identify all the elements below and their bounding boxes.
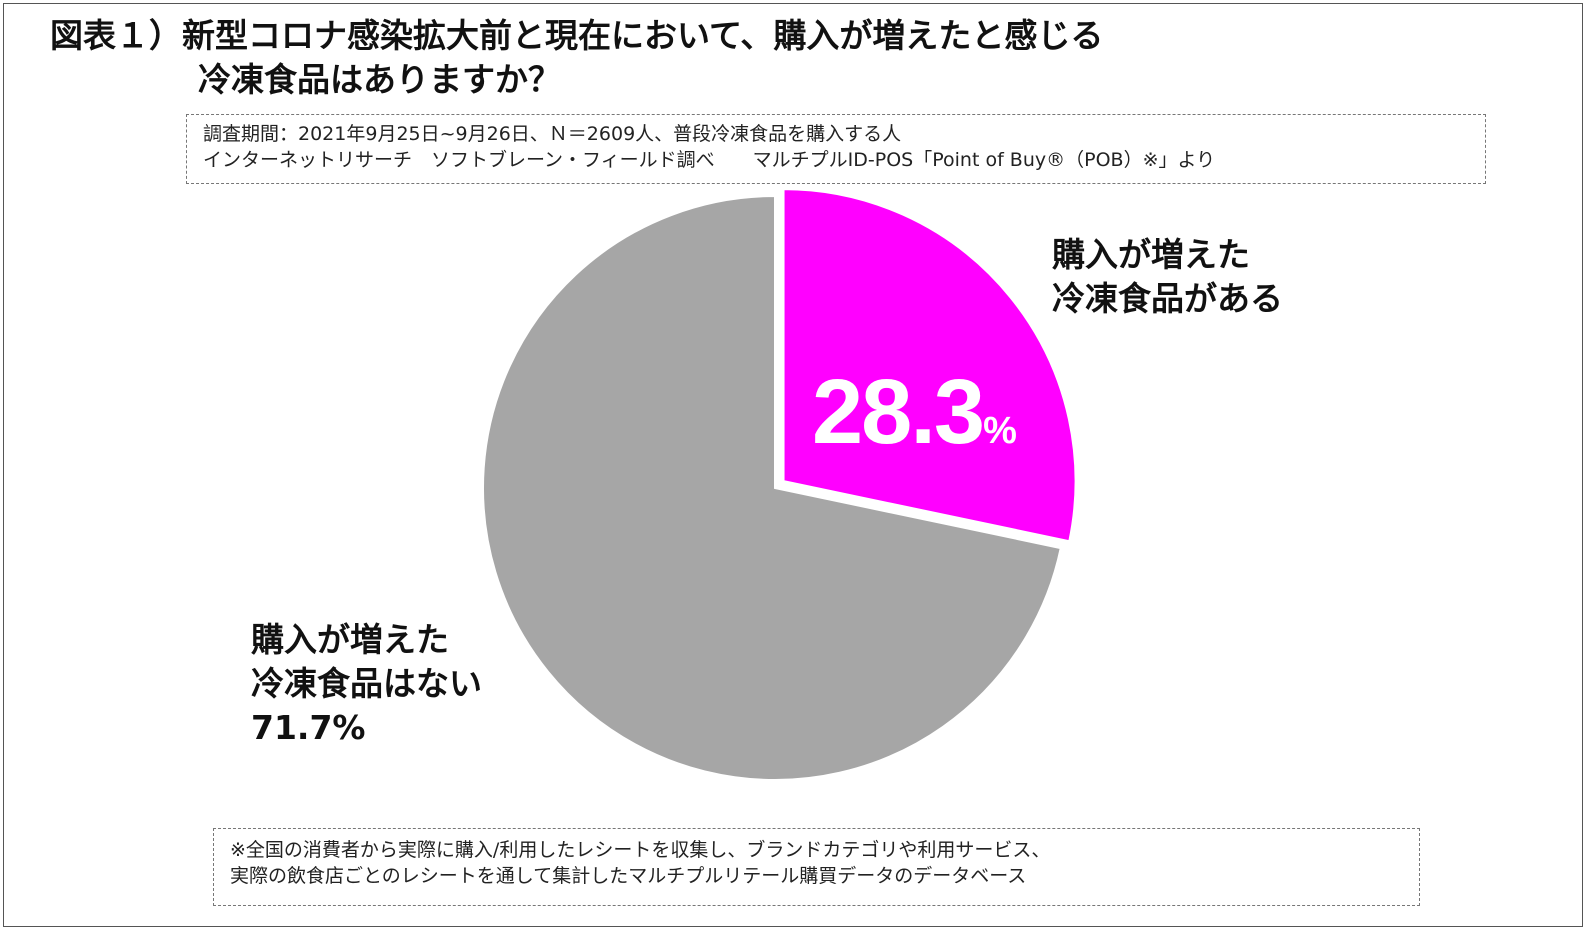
slice-label-increased-line-2: 冷凍食品がある	[1052, 279, 1283, 318]
pie-slices	[482, 188, 1077, 781]
survey-note-line-2: インターネットリサーチ ソフトブレーン・フィールド調べ マルチプルID-POS「…	[203, 149, 1216, 171]
footnote-line-2: 実際の飲食店ごとのレシートを通して集計したマルチプルリテール購買データのデータベ…	[230, 865, 1027, 887]
figure-frame	[3, 3, 1583, 927]
chart-title-line-1: 図表１）新型コロナ感染拡大前と現在において、購入が増えたと感じる	[50, 16, 1104, 55]
survey-note-line-1: 調査期間：2021年9月25日~9月26日、Ｎ＝2609人、普段冷凍食品を購入す…	[203, 123, 902, 145]
slice-label-not-increased-line-1: 購入が増えた	[251, 620, 449, 659]
chart-title-line-2: 冷凍食品はありますか？	[198, 60, 561, 99]
pie-slice-not-increased	[482, 194, 1062, 781]
slice-label-increased-line-1: 購入が増えた	[1052, 235, 1250, 274]
slice-value-not-increased: 71.7%	[251, 708, 366, 747]
footnote-line-1: ※全国の消費者から実際に購入/利用したレシートを収集し、ブランドカテゴリや利用サ…	[230, 839, 1051, 861]
slice-value-increased-number: 28.3	[812, 361, 985, 463]
slice-value-increased: 28.3%	[812, 366, 1017, 458]
slice-label-not-increased-line-2: 冷凍食品はない	[251, 664, 482, 703]
footnote: ※全国の消費者から実際に購入/利用したレシートを収集し、ブランドカテゴリや利用サ…	[213, 828, 1420, 906]
slice-value-increased-unit: %	[983, 410, 1017, 452]
slice-label-not-increased: 購入が増えた 冷凍食品はない 71.7%	[251, 618, 482, 750]
pie-slice-increased	[782, 188, 1077, 543]
survey-note: 調査期間：2021年9月25日~9月26日、Ｎ＝2609人、普段冷凍食品を購入す…	[186, 114, 1486, 184]
slice-label-increased: 購入が増えた 冷凍食品がある	[1052, 233, 1283, 321]
